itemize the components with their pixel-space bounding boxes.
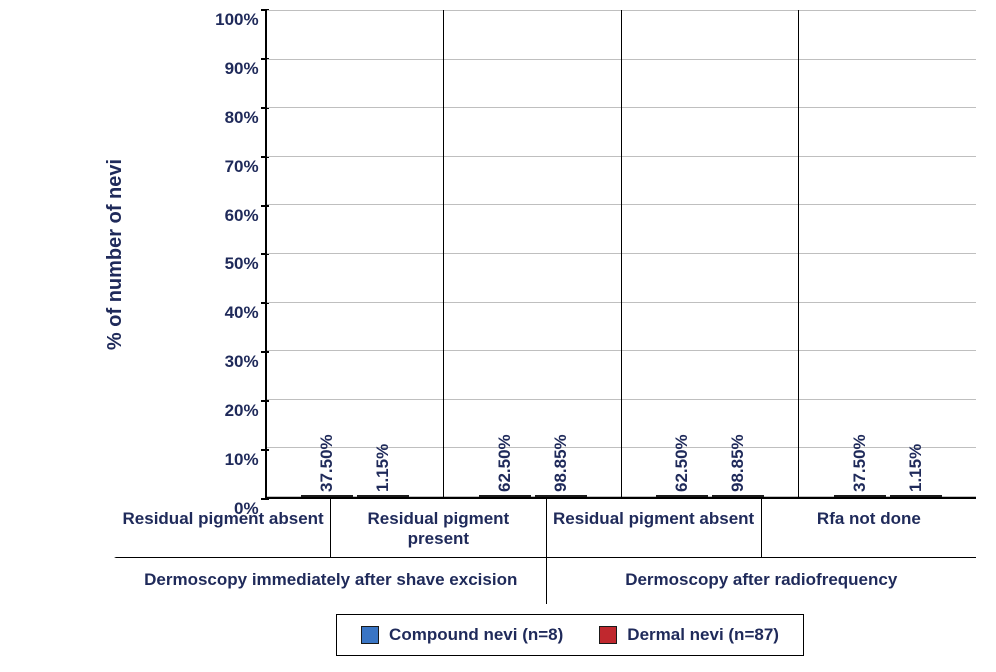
bar-value-label: 37.50% <box>317 434 337 492</box>
bar-value-label: 98.85% <box>551 434 571 492</box>
bar: 1.15% <box>357 495 409 497</box>
legend-label: Compound nevi (n=8) <box>389 625 563 645</box>
bar-value-label: 1.15% <box>906 444 926 492</box>
bar-chart: % of number of nevi 100%90%80%70%60%50%4… <box>0 0 996 672</box>
plot-area: 37.50% 1.15% 62.50% 98.85% 62.50% 98.85% 37.50… <box>265 10 976 499</box>
subcategory-label: Residual pigment absent <box>116 499 331 557</box>
legend-swatch <box>599 626 617 644</box>
bar-fill: 62.50% <box>656 495 708 497</box>
bar: 37.50% <box>834 495 886 497</box>
bar: 62.50% <box>656 495 708 497</box>
subcategory-label: Residual pigment absent <box>547 499 762 557</box>
plot-row: % of number of nevi 100%90%80%70%60%50%4… <box>20 10 976 499</box>
subcategory-group: 37.50% 1.15% <box>799 10 976 497</box>
y-axis-label-text: % of number of nevi <box>104 159 127 350</box>
bar-fill: 98.85% <box>712 495 764 497</box>
y-axis-label: % of number of nevi <box>20 10 215 499</box>
legend-item: Compound nevi (n=8) <box>361 625 563 645</box>
bar: 1.15% <box>890 495 942 497</box>
subcategory-label: Residual pigment present <box>331 499 546 557</box>
legend: Compound nevi (n=8) Dermal nevi (n=87) <box>336 614 804 656</box>
legend-item: Dermal nevi (n=87) <box>599 625 779 645</box>
bar-value-label: 37.50% <box>850 434 870 492</box>
bar: 37.50% <box>301 495 353 497</box>
bar: 98.85% <box>535 495 587 497</box>
subcategory-group: 37.50% 1.15% <box>267 10 445 497</box>
bar-value-label: 1.15% <box>373 444 393 492</box>
bar: 62.50% <box>479 495 531 497</box>
bar: 98.85% <box>712 495 764 497</box>
bar-value-label: 62.50% <box>672 434 692 492</box>
y-axis: 100%90%80%70%60%50%40%30%20%10%0% <box>215 10 264 499</box>
bar-value-label: 62.50% <box>495 434 515 492</box>
bar-fill: 98.85% <box>535 495 587 497</box>
bar-groups: 37.50% 1.15% 62.50% 98.85% 62.50% 98.85% 37.50… <box>267 10 976 497</box>
bar-fill: 62.50% <box>479 495 531 497</box>
bar-fill: 37.50% <box>834 495 886 497</box>
group-label: Dermoscopy immediately after shave excis… <box>116 558 547 604</box>
legend-label: Dermal nevi (n=87) <box>627 625 779 645</box>
legend-swatch <box>361 626 379 644</box>
subcategory-group: 62.50% 98.85% <box>622 10 800 497</box>
bar-fill: 1.15% <box>890 495 942 497</box>
bar-fill: 1.15% <box>357 495 409 497</box>
subcategory-group: 62.50% 98.85% <box>444 10 622 497</box>
x-axis-groups: Dermoscopy immediately after shave excis… <box>114 557 976 604</box>
bar-value-label: 98.85% <box>728 434 748 492</box>
subcategory-label: Rfa not done <box>762 499 976 557</box>
group-label: Dermoscopy after radiofrequency <box>547 558 977 604</box>
bar-fill: 37.50% <box>301 495 353 497</box>
